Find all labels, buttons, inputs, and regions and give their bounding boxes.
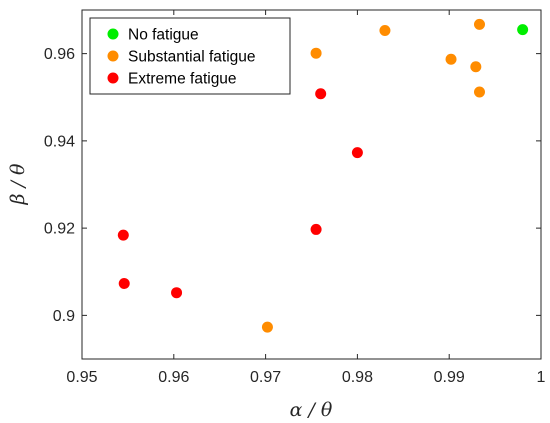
data-point-series-2 — [315, 88, 327, 100]
x-tick-label: 1 — [537, 369, 546, 386]
legend: No fatigue Substantial fatigue Extreme f… — [89, 17, 291, 95]
data-points — [117, 18, 529, 333]
legend-label-extreme-fatigue: Extreme fatigue — [128, 71, 237, 88]
y-tick-label: 0.94 — [44, 133, 75, 150]
x-tick-label: 0.99 — [434, 369, 465, 386]
x-tick-label: 0.96 — [158, 369, 189, 386]
ticks: 0.95 0.96 0.97 0.98 0.99 1 0.9 0.92 0.94 0.96 — [44, 10, 546, 386]
legend-marker-no-fatigue — [107, 28, 119, 40]
data-point-series-1 — [261, 321, 273, 333]
x-tick-label: 0.98 — [342, 369, 373, 386]
legend-label-substantial-fatigue: Substantial fatigue — [128, 49, 256, 66]
legend-box — [89, 17, 291, 95]
data-point-series-0 — [517, 24, 529, 36]
data-point-series-2 — [117, 229, 129, 241]
x-tick-label: 0.95 — [66, 369, 97, 386]
data-point-series-1 — [473, 86, 485, 98]
x-axis-label: α / θ — [290, 399, 333, 421]
data-point-series-2 — [171, 287, 183, 299]
y-tick-label: 0.92 — [44, 221, 75, 238]
y-tick-label: 0.9 — [53, 308, 75, 325]
legend-label-no-fatigue: No fatigue — [128, 27, 199, 44]
legend-marker-extreme-fatigue — [107, 72, 119, 84]
data-point-series-2 — [351, 147, 363, 159]
y-axis-label: β / θ — [7, 163, 29, 205]
y-tick-label: 0.96 — [44, 46, 75, 63]
data-point-series-1 — [470, 61, 482, 73]
data-point-series-1 — [473, 18, 485, 30]
data-point-series-1 — [310, 47, 322, 59]
data-point-series-1 — [445, 53, 457, 65]
legend-marker-substantial-fatigue — [107, 50, 119, 62]
data-point-series-2 — [118, 278, 130, 290]
data-point-series-1 — [379, 25, 391, 37]
data-point-series-2 — [310, 223, 322, 235]
x-tick-label: 0.97 — [250, 369, 281, 386]
